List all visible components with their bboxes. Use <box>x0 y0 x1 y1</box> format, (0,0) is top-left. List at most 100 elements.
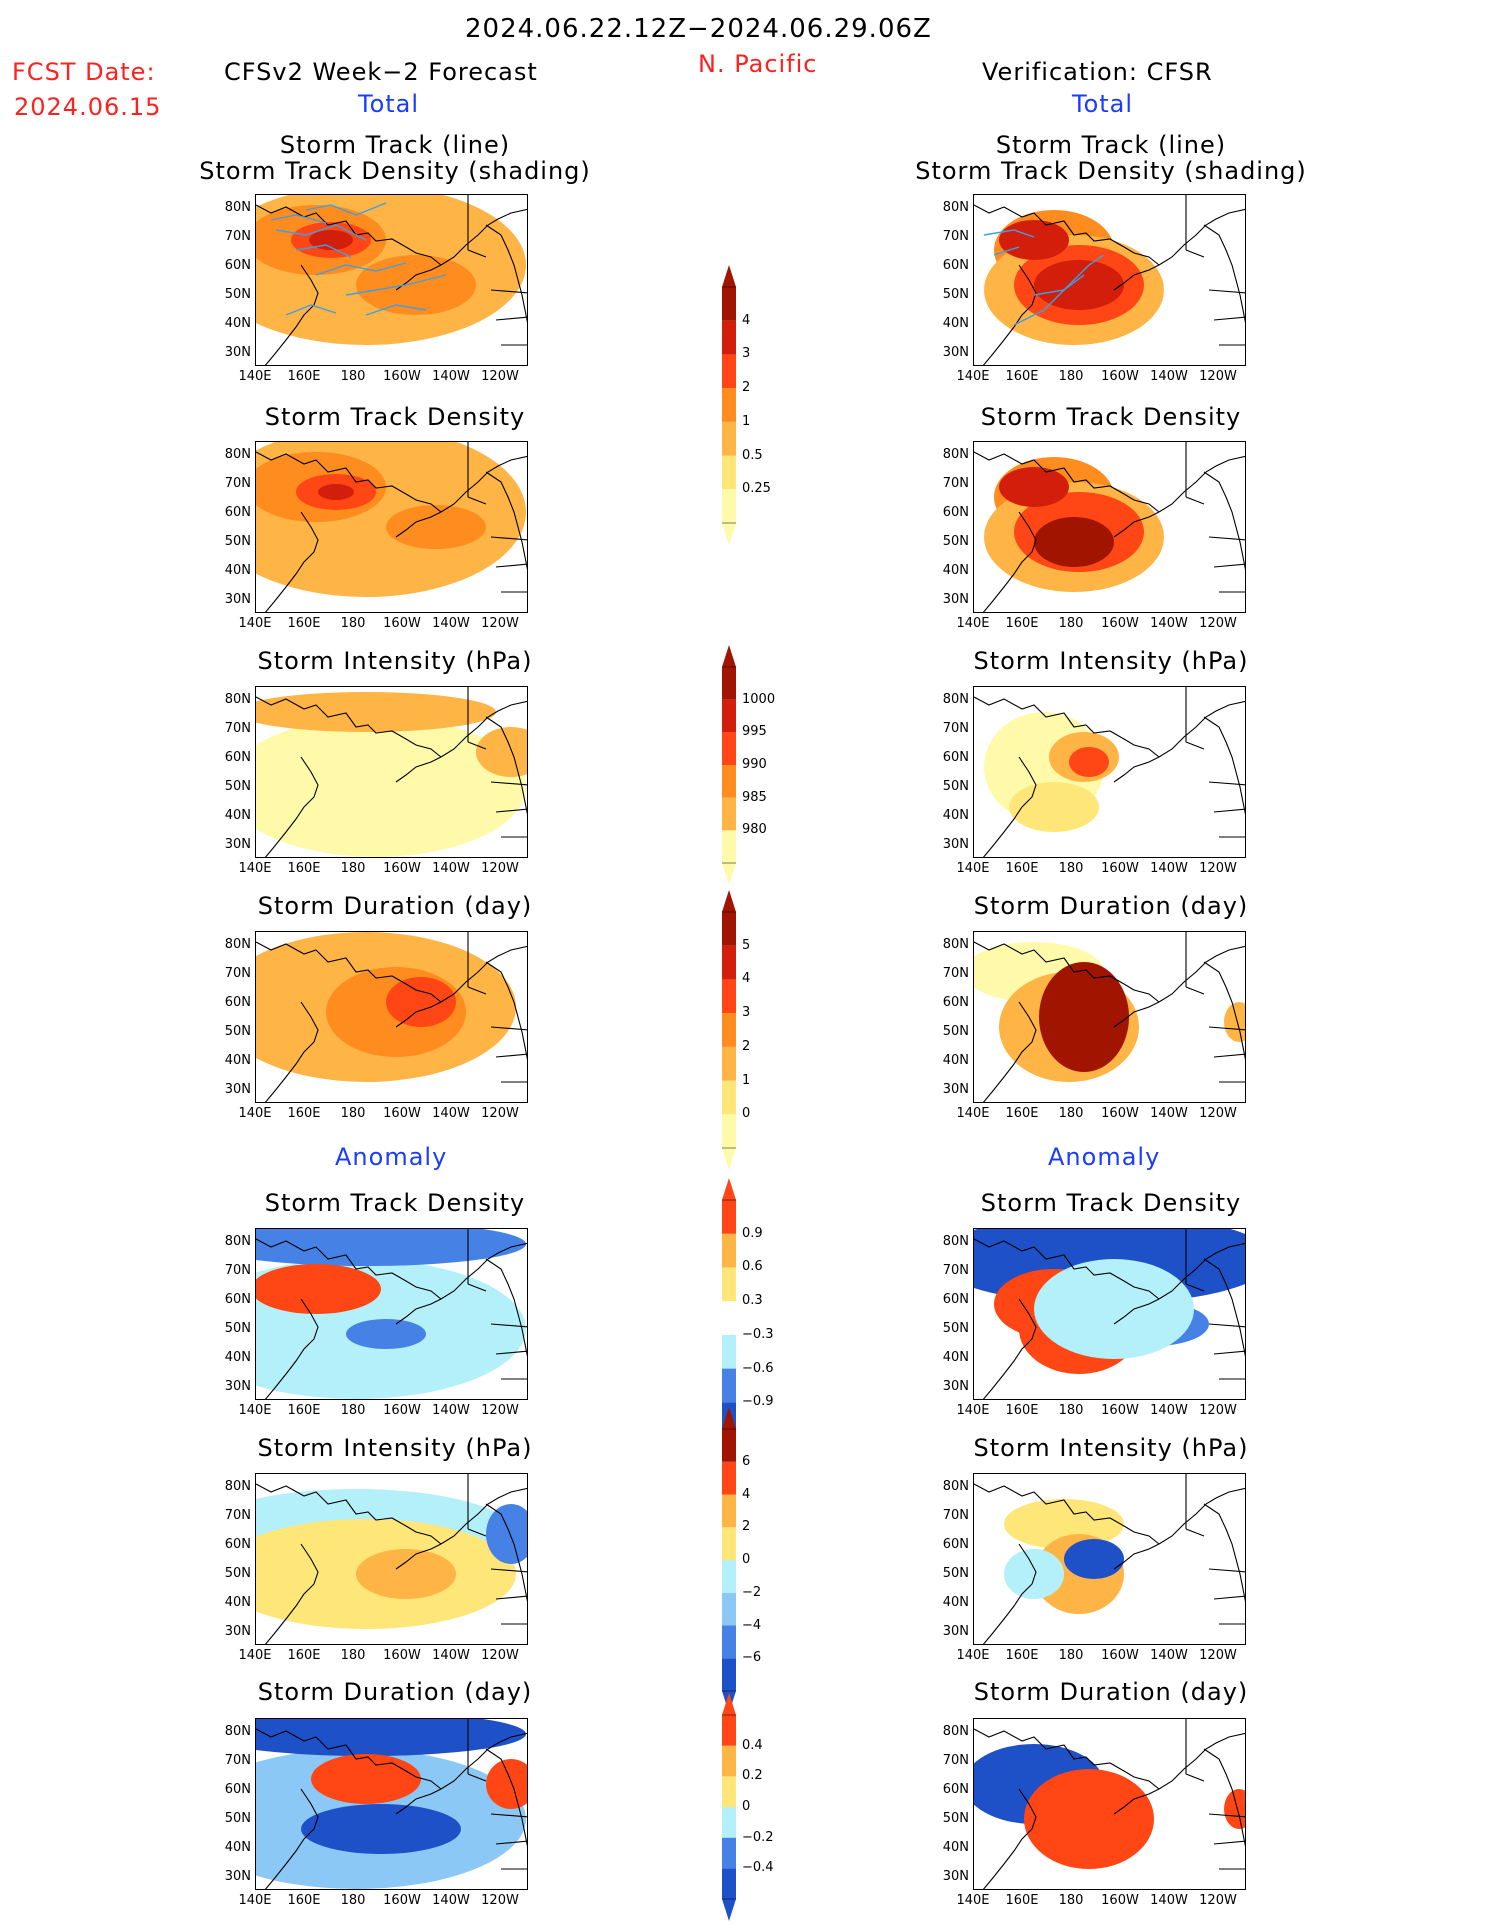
coastline <box>440 455 527 513</box>
colorbar-segment <box>722 1715 736 1746</box>
coastline <box>440 700 527 758</box>
lon-tick-label: 180 <box>1058 616 1084 631</box>
colorbar-tick-label: 0.9 <box>742 1225 763 1241</box>
coastline <box>256 941 442 1003</box>
coastline <box>1113 511 1160 538</box>
colorbar-segment <box>722 797 736 831</box>
coastline <box>395 1543 442 1570</box>
fc-intensity-anomaly-map <box>255 1473 528 1645</box>
right-column-title: Verification: CFSR <box>982 58 1213 86</box>
lon-tick-label: 140W <box>432 861 470 876</box>
shading-region <box>1034 517 1114 567</box>
lat-tick-label: 60N <box>942 1537 969 1552</box>
coastline <box>256 1728 442 1790</box>
colorbar-duration-anomaly: 0.4 0.2 0 −0.2 −0.4 <box>722 1693 782 1921</box>
shading-region <box>999 467 1069 507</box>
storm-track-line <box>275 224 367 241</box>
storm-track-line <box>285 304 337 316</box>
coastline <box>490 289 527 346</box>
fc-track-title: Storm Track (line) Storm Track Density (s… <box>199 131 591 185</box>
coastline <box>490 1026 527 1083</box>
colorbar-cap-top <box>722 890 736 912</box>
storm-track-line <box>315 262 407 276</box>
fc-duration-anomaly-map <box>255 1718 528 1890</box>
shading-region <box>256 1264 381 1314</box>
lon-tick-label: 160W <box>1101 1403 1139 1418</box>
lat-tick-label: 60N <box>224 258 251 273</box>
lat-tick-label: 40N <box>224 808 251 823</box>
lon-tick-label: 140W <box>432 1403 470 1418</box>
lat-tick-label: 70N <box>224 476 251 491</box>
lat-tick-label: 40N <box>942 1350 969 1365</box>
coastline <box>1185 932 1205 995</box>
coastline <box>1208 1323 1245 1380</box>
coastline <box>1158 700 1245 758</box>
colorbar-segment <box>722 354 736 389</box>
lon-tick-label: 140E <box>956 1403 990 1418</box>
lat-tick-label: 70N <box>224 1263 251 1278</box>
coastline <box>974 204 1160 266</box>
coastline <box>1158 1732 1245 1790</box>
lat-tick-label: 70N <box>224 1753 251 1768</box>
lat-tick-label: 60N <box>942 258 969 273</box>
lon-tick-label: 120W <box>1199 616 1237 631</box>
coastline <box>467 687 487 750</box>
fcst-date-value: 2024.06.15 <box>14 93 162 121</box>
coastline <box>1203 471 1245 570</box>
colorbar-segment <box>722 1776 736 1807</box>
colorbar-segment <box>722 1368 736 1403</box>
lat-tick-label: 70N <box>224 1508 251 1523</box>
coastline <box>974 696 1160 758</box>
colorbar-intensity-anomaly: 6 4 2 0 −2 −4 −6 <box>722 1407 782 1713</box>
lon-tick-label: 160E <box>287 369 321 384</box>
shading-region <box>1064 1539 1124 1579</box>
lon-tick-label: 160E <box>287 616 321 631</box>
lat-tick-label: 40N <box>224 563 251 578</box>
vf-duration-title: Storm Duration (day) <box>973 892 1249 920</box>
shading-region <box>386 505 486 549</box>
coastline <box>1113 1001 1160 1028</box>
lon-tick-label: 160E <box>1005 861 1039 876</box>
lat-tick-label: 70N <box>942 1508 969 1523</box>
colorbar-tick-label: −0.6 <box>742 1360 774 1376</box>
storm-track-line <box>1013 254 1105 326</box>
colorbar-tick-label: 0.2 <box>742 1768 763 1784</box>
coastline <box>1208 1568 1245 1625</box>
lat-tick-label: 30N <box>224 345 251 360</box>
lat-tick-label: 80N <box>224 200 251 215</box>
shading-region <box>256 717 526 857</box>
coastline <box>1208 1813 1245 1870</box>
colorbar-tick-label: 2 <box>742 1038 751 1054</box>
lat-tick-label: 70N <box>942 721 969 736</box>
coastline <box>1203 224 1245 323</box>
vf-storm-duration-map <box>973 931 1246 1103</box>
colorbar-segment <box>722 1233 736 1268</box>
lon-tick-label: 160W <box>383 861 421 876</box>
coastline <box>467 195 487 258</box>
coastline <box>395 756 442 783</box>
coastline <box>1185 1474 1205 1537</box>
lon-tick-label: 160W <box>383 1648 421 1663</box>
colorbar-tick-label: 6 <box>742 1453 751 1469</box>
colorbar-segment <box>722 1527 736 1560</box>
colorbar-segment <box>722 1658 736 1691</box>
lon-tick-label: 120W <box>1199 1648 1237 1663</box>
colorbar-segment <box>722 945 736 980</box>
shading-region <box>346 1319 426 1349</box>
coastline <box>485 1503 527 1602</box>
colorbar-segment <box>722 1745 736 1777</box>
lon-tick-label: 180 <box>1058 1893 1084 1908</box>
colorbar-segment <box>722 320 736 355</box>
shading-region <box>256 692 496 732</box>
coastline <box>485 1748 527 1847</box>
lat-tick-label: 30N <box>942 1082 969 1097</box>
shading-region <box>1034 1259 1194 1359</box>
colorbar-cap-top <box>722 1407 736 1429</box>
colorbar-segment <box>722 1013 736 1047</box>
lon-tick-label: 120W <box>1199 1403 1237 1418</box>
lon-tick-label: 140E <box>238 1893 272 1908</box>
colorbar-tick-label: −4 <box>742 1617 762 1633</box>
shading-region <box>356 255 476 315</box>
colorbar-density-anomaly: 0.9 0.6 0.3 −0.3 −0.6 −0.9 <box>722 1178 782 1458</box>
lon-tick-label: 140E <box>238 1648 272 1663</box>
